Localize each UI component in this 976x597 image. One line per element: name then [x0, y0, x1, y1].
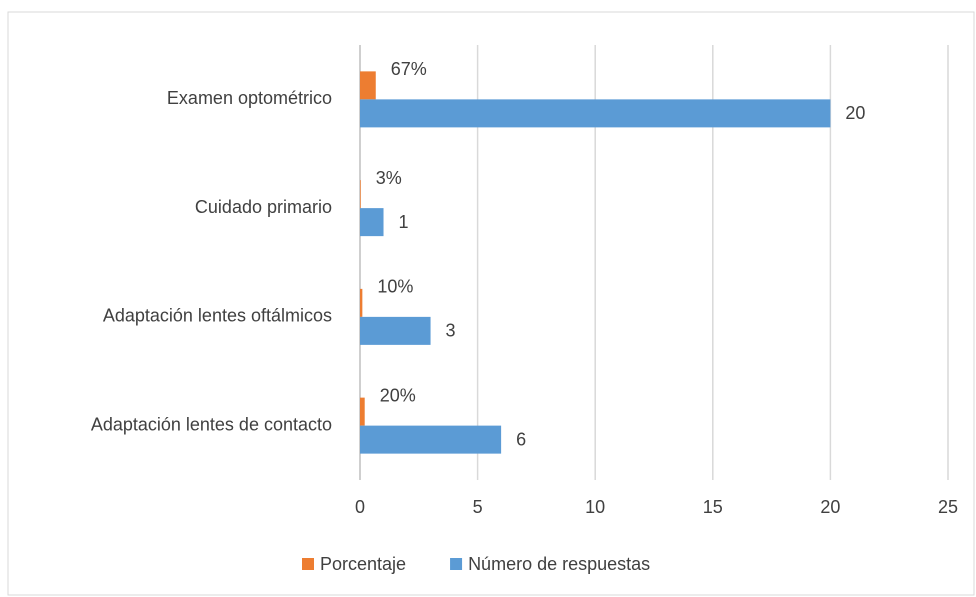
x-tick-label: 5 — [473, 497, 483, 517]
x-tick-label: 15 — [703, 497, 723, 517]
data-label: 67% — [391, 59, 427, 79]
data-label: 3% — [376, 168, 402, 188]
y-tick-label: Examen optométrico — [167, 88, 332, 108]
y-tick-label: Adaptación lentes oftálmicos — [103, 306, 332, 326]
bar — [360, 208, 384, 237]
data-label: 1 — [399, 212, 409, 232]
bar — [360, 99, 831, 128]
legend-label: Número de respuestas — [468, 554, 650, 574]
y-tick-label: Adaptación lentes de contacto — [91, 414, 332, 434]
y-tick-label: Cuidado primario — [195, 197, 332, 217]
bar — [360, 425, 502, 454]
bar — [360, 316, 431, 345]
bar — [360, 397, 365, 426]
x-tick-label: 10 — [585, 497, 605, 517]
x-tick-label: 25 — [938, 497, 958, 517]
data-label: 3 — [446, 321, 456, 341]
bar — [360, 71, 376, 100]
bar — [360, 180, 361, 209]
x-tick-label: 20 — [820, 497, 840, 517]
legend-swatch — [302, 558, 314, 570]
data-label: 20 — [845, 103, 865, 123]
data-label: 20% — [380, 385, 416, 405]
legend-swatch — [450, 558, 463, 570]
bar — [360, 288, 363, 317]
data-label: 10% — [377, 277, 413, 297]
x-tick-label: 0 — [355, 497, 365, 517]
data-label: 6 — [516, 429, 526, 449]
legend-label: Porcentaje — [320, 554, 406, 574]
